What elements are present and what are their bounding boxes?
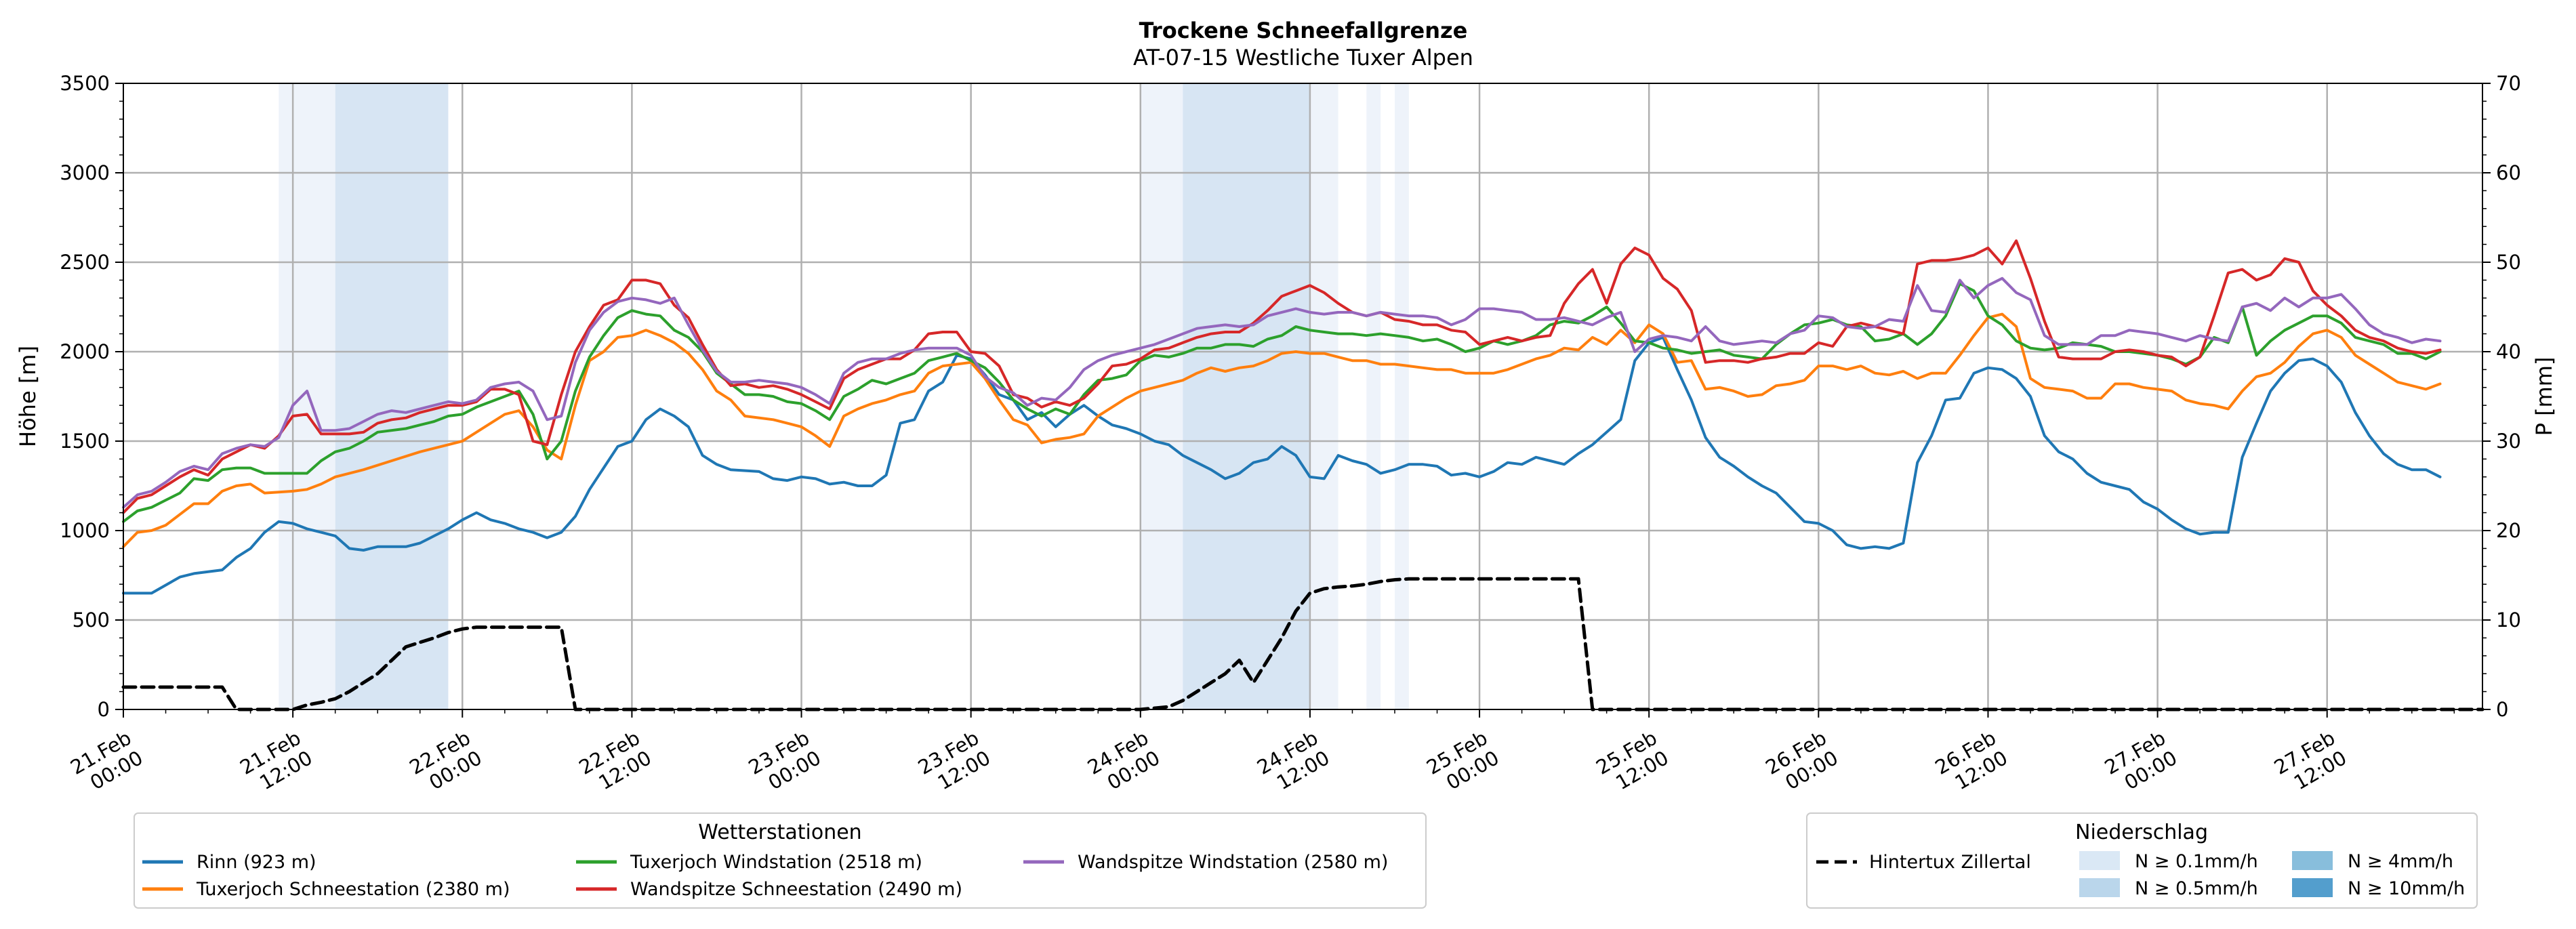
y2-tick-label-30: 30	[2496, 430, 2521, 453]
legend-stations-title: Wetterstationen	[698, 821, 861, 844]
legend-precip-title: Niederschlag	[2075, 821, 2208, 844]
y-tick-label-3000: 3000	[60, 161, 110, 184]
y2-tick-label-40: 40	[2496, 340, 2521, 363]
series-lines	[121, 239, 2485, 711]
legend-precipitation: Niederschlag Hintertux Zillertal N ≥ 0.1…	[1806, 812, 2478, 909]
x-tick-label-108: 25.Feb12:00	[1592, 726, 1672, 800]
y-tick-label-2500: 2500	[60, 251, 110, 274]
x-tick-label-48: 23.Feb00:00	[745, 726, 825, 800]
precip-band-0	[279, 83, 335, 709]
y-axis-ticks: 0 500 1000 1500 2000 2500 3000 3500	[60, 72, 123, 721]
x-tick-label-120: 26.Feb00:00	[1761, 726, 1841, 800]
y2-axis-label: P [mm]	[2531, 357, 2557, 436]
y-tick-label-1500: 1500	[60, 430, 110, 453]
precip-band-6	[1394, 83, 1409, 709]
y-tick-label-3500: 3500	[60, 72, 110, 95]
legend-stations-frame	[134, 812, 1427, 909]
x-tick-label-60: 23.Feb12:00	[914, 726, 994, 800]
y-tick-label-0: 0	[98, 698, 110, 721]
y-axis-label: Höhe [m]	[15, 346, 41, 447]
legend-label-precip-1: N ≥ 0.5mm/h	[2135, 878, 2258, 899]
legend-label-tuxerjoch-schneestation-2380-m: Tuxerjoch Schneestation (2380 m)	[196, 879, 510, 900]
precip-band-1	[335, 83, 449, 709]
precip-band-4	[1309, 83, 1338, 709]
precip-band-3	[1183, 83, 1310, 709]
x-tick-label-0: 21.Feb00:00	[66, 726, 146, 800]
y2-tick-label-10: 10	[2496, 608, 2521, 632]
precip-band-5	[1366, 83, 1381, 709]
series-line-tuxerjoch-schneestation-2380-m	[122, 312, 2442, 548]
y2-tick-label-70: 70	[2496, 72, 2521, 95]
legend-label-precip-2: N ≥ 4mm/h	[2348, 851, 2453, 872]
series-line-rinn-923-m	[122, 335, 2442, 595]
y2-tick-label-50: 50	[2496, 251, 2521, 274]
y-tick-label-500: 500	[73, 608, 110, 632]
y2-axis-ticks: 0 10 20 30 40 50 60 70	[2482, 72, 2521, 721]
legend-swatch-precip-3	[2292, 878, 2333, 897]
y2-tick-label-0: 0	[2496, 698, 2508, 721]
y2-tick-label-20: 20	[2496, 519, 2521, 542]
x-tick-label-96: 25.Feb00:00	[1423, 726, 1502, 800]
legend-label-wandspitze-schneestation-2490-m: Wandspitze Schneestation (2490 m)	[630, 879, 962, 900]
y-tick-label-2000: 2000	[60, 340, 110, 363]
x-tick-label-132: 26.Feb12:00	[1931, 726, 2011, 800]
series-line-hintertux-zillertal	[121, 577, 2485, 711]
legend-label-hintertux: Hintertux Zillertal	[1869, 852, 2031, 873]
legend-label-wandspitze-windstation-2580-m: Wandspitze Windstation (2580 m)	[1078, 852, 1388, 873]
y-tick-label-1000: 1000	[60, 519, 110, 542]
x-axis-ticks: 21.Feb00:00 21.Feb12:00 22.Feb00:00 22.Feb1…	[66, 709, 2455, 800]
legend-swatch-precip-1	[2079, 878, 2120, 897]
series-line-tuxerjoch-windstation-2518-m	[122, 282, 2442, 523]
chart-title: Trockene Schneefallgrenze	[1139, 18, 1468, 43]
x-tick-label-156: 27.Feb12:00	[2270, 726, 2350, 800]
series-line-wandspitze-schneestation-2490-m	[122, 239, 2442, 514]
legend-label-rinn-923-m: Rinn (923 m)	[197, 852, 316, 873]
precip-band-2	[1140, 83, 1183, 709]
plot-frame	[123, 83, 2483, 710]
legend-stations: Wetterstationen Rinn (923 m) Tuxerjoch Sc…	[134, 812, 1427, 909]
legend-label-precip-0: N ≥ 0.1mm/h	[2135, 851, 2258, 872]
x-tick-label-84: 24.Feb12:00	[1253, 726, 1333, 800]
x-tick-label-144: 27.Feb00:00	[2101, 726, 2181, 800]
legend-swatch-precip-2	[2292, 851, 2333, 870]
x-tick-label-36: 22.Feb12:00	[575, 726, 655, 800]
legend-label-tuxerjoch-windstation-2518-m: Tuxerjoch Windstation (2518 m)	[630, 852, 922, 873]
y2-tick-label-60: 60	[2496, 161, 2521, 184]
x-tick-label-24: 22.Feb00:00	[405, 726, 485, 800]
x-tick-label-72: 24.Feb00:00	[1084, 726, 1164, 800]
chart-subtitle: AT-07-15 Westliche Tuxer Alpen	[1133, 45, 1473, 70]
legend-label-precip-3: N ≥ 10mm/h	[2348, 878, 2465, 899]
legend-swatch-precip-0	[2079, 851, 2120, 870]
series-line-wandspitze-windstation-2580-m	[122, 276, 2442, 509]
precipitation-bands	[279, 83, 1409, 709]
x-tick-label-12: 21.Feb12:00	[236, 726, 316, 800]
